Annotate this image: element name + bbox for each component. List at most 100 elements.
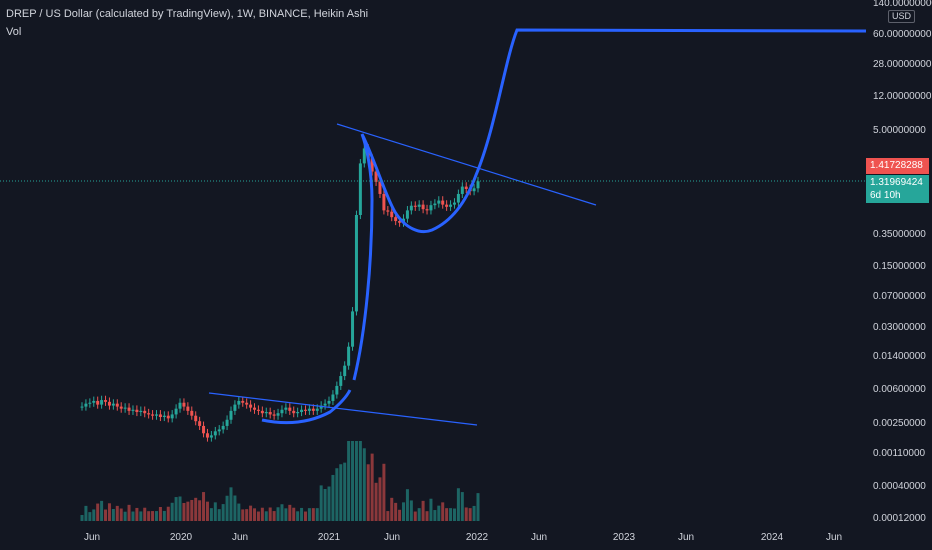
time-axis-label: Jun	[677, 532, 695, 543]
candle	[354, 215, 358, 312]
candle	[154, 414, 158, 416]
candle	[241, 400, 245, 403]
price-axis-label: 0.00250000	[873, 418, 926, 429]
candle	[452, 202, 456, 205]
volume-bar	[190, 499, 194, 521]
volume-bar	[213, 502, 217, 521]
volume-legend[interactable]: Vol	[6, 26, 22, 38]
volume-bar	[292, 507, 296, 521]
candle	[464, 186, 468, 190]
candle	[221, 425, 225, 430]
candle	[319, 405, 323, 409]
price-axis-label: 5.00000000	[873, 125, 926, 136]
volume-bar	[84, 505, 88, 521]
price-axis-label: 0.00040000	[873, 481, 926, 492]
volume-bar	[80, 515, 84, 521]
currency-button[interactable]: USD	[888, 10, 916, 23]
price-axis-label: 0.01400000	[873, 351, 926, 362]
volume-bar	[233, 495, 237, 521]
volume-bar	[276, 507, 280, 521]
candle	[186, 406, 190, 411]
candle	[300, 409, 304, 413]
candle	[225, 419, 229, 426]
volume-bar	[127, 504, 131, 521]
volume-bar	[260, 507, 264, 521]
candle	[253, 407, 257, 410]
candle	[158, 414, 162, 417]
time-axis-label: Jun	[383, 532, 401, 543]
candle	[370, 158, 374, 172]
symbol-title[interactable]: DREP / US Dollar (calculated by TradingV…	[6, 8, 369, 20]
volume-bar	[123, 511, 127, 521]
candle	[213, 431, 217, 436]
candle	[323, 403, 327, 406]
candle	[190, 410, 194, 416]
candle	[327, 400, 331, 404]
candle	[394, 217, 398, 222]
candle	[311, 408, 315, 411]
candle	[115, 403, 119, 407]
volume-bar	[421, 500, 425, 521]
candle	[449, 204, 453, 207]
candle	[202, 425, 206, 434]
volume-bar	[104, 509, 108, 521]
candle	[339, 376, 343, 386]
candle	[398, 221, 402, 223]
volume-bar	[280, 504, 284, 521]
volume-bar	[198, 500, 202, 521]
price-axis-label: 60.00000000	[873, 29, 932, 40]
volume-bar	[92, 509, 96, 521]
volume-bar	[366, 464, 370, 521]
candle	[88, 402, 92, 404]
volume-bar	[319, 485, 323, 521]
volume-bar	[245, 509, 249, 521]
candle	[456, 193, 460, 203]
candle	[268, 412, 272, 415]
volume-bar	[264, 511, 268, 521]
candle	[374, 171, 378, 182]
volume-bar	[225, 495, 229, 521]
candle	[170, 414, 174, 419]
candle	[151, 414, 155, 416]
volume-bar	[139, 511, 143, 521]
volume-bar	[166, 506, 170, 521]
candle	[280, 409, 284, 414]
volume-bar	[119, 508, 123, 521]
candle	[256, 409, 260, 411]
candle	[139, 410, 143, 413]
volume-bar	[221, 504, 225, 521]
volume-bar	[268, 507, 272, 521]
candle	[390, 211, 394, 218]
candle	[123, 407, 127, 409]
volume-bar	[335, 468, 339, 521]
volume-bar	[331, 474, 335, 521]
candle	[104, 400, 108, 402]
volume-bar	[107, 503, 111, 521]
candle	[84, 403, 88, 407]
candle	[272, 414, 276, 416]
volume-bar	[437, 505, 441, 521]
candle	[135, 409, 139, 413]
candle	[80, 406, 84, 408]
candle	[119, 406, 123, 409]
volume-bar	[135, 507, 139, 521]
volume-bar	[362, 448, 366, 521]
time-axis-label: 2021	[317, 532, 341, 543]
volume-bar	[413, 511, 417, 521]
volume-bar	[272, 511, 276, 521]
candle	[331, 394, 335, 401]
candle	[351, 311, 355, 347]
volume-bar	[468, 508, 472, 521]
price-axis-label: 0.00012000	[873, 513, 926, 524]
volume-bar	[323, 488, 327, 521]
volume-bar	[358, 441, 362, 521]
volume-bar	[300, 507, 304, 521]
time-axis-label: 2020	[169, 532, 193, 543]
volume-bar	[374, 482, 378, 521]
volume-bar	[425, 511, 429, 521]
candle	[276, 413, 280, 416]
candle	[358, 163, 362, 216]
candle	[100, 400, 104, 405]
candle	[386, 210, 390, 212]
